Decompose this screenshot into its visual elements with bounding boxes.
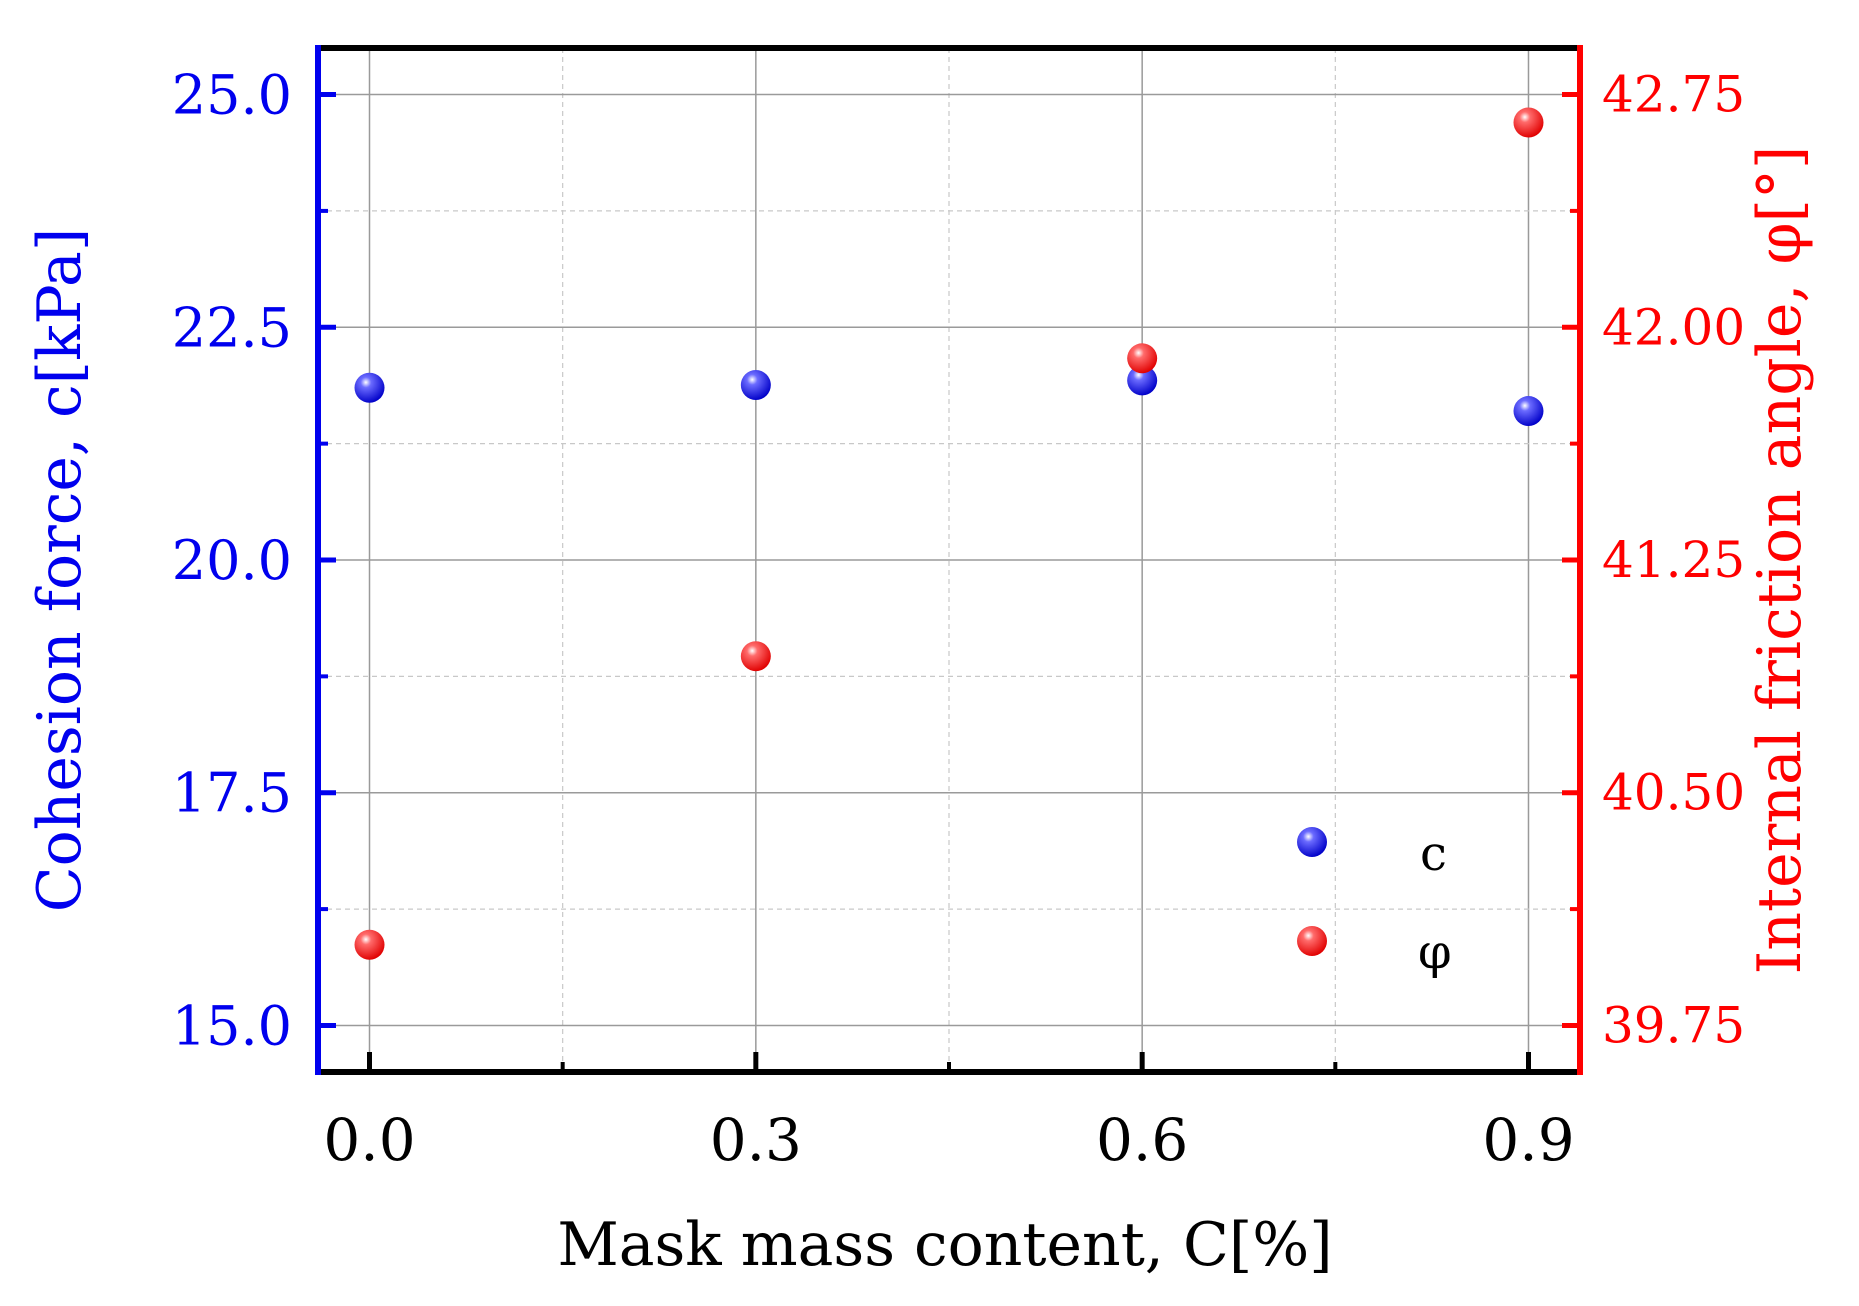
legend-marker-c <box>1297 827 1327 857</box>
data-point-c <box>740 369 771 400</box>
legend: c φ <box>1297 826 1452 980</box>
y-left-tick-label: 15.0 <box>172 994 292 1057</box>
legend-label-phi: φ <box>1418 924 1452 980</box>
y-left-tick-label: 22.5 <box>172 296 292 359</box>
data-point-phi <box>1513 107 1544 138</box>
marks-layer <box>354 107 1544 960</box>
y-right-tick-label: 39.75 <box>1602 996 1745 1054</box>
y-left-axis-title: Cohesion force, c[kPa] <box>25 228 95 913</box>
y-right-tick-label: 41.25 <box>1602 531 1745 589</box>
x-tick-label: 0.3 <box>710 1106 802 1174</box>
data-point-phi <box>1127 343 1158 374</box>
y-right-tick-label: 40.50 <box>1602 764 1745 822</box>
y-left-tick-label: 17.5 <box>172 762 292 825</box>
y-right-tick-label: 42.00 <box>1602 298 1745 356</box>
ticks-layer: 0.0 0.3 0.6 0.9 15.0 17.5 20.0 22.5 25.0 39.75 40.… <box>172 64 1745 1174</box>
data-point-c <box>1127 365 1158 396</box>
y-right-tick-label: 42.75 <box>1602 66 1745 124</box>
legend-marker-phi <box>1297 926 1327 956</box>
y-left-tick-label: 20.0 <box>172 529 292 592</box>
x-tick-label: 0.9 <box>1482 1106 1574 1174</box>
y-left-tick-label: 25.0 <box>172 64 292 127</box>
x-tick-label: 0.0 <box>323 1106 415 1174</box>
data-point-phi <box>740 641 771 672</box>
data-point-phi <box>354 929 385 960</box>
data-point-c <box>1513 396 1544 427</box>
y-right-axis-title: Internal friction angle, φ[°] <box>1745 146 1815 975</box>
data-point-c <box>354 372 385 403</box>
x-axis-title: Mask mass content, C[%] <box>557 1210 1332 1280</box>
grid-layer <box>318 48 1580 1072</box>
legend-label-c: c <box>1420 826 1447 882</box>
x-tick-label: 0.6 <box>1096 1106 1188 1174</box>
